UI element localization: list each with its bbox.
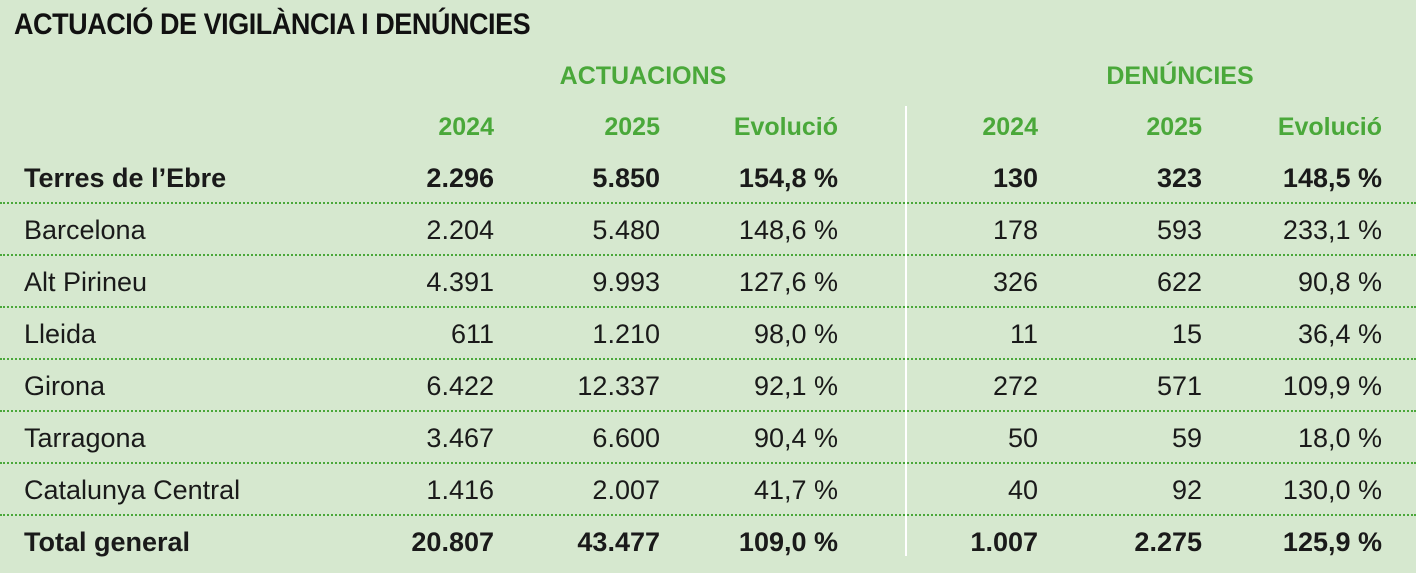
act-2024-value: 1.416 xyxy=(426,475,494,505)
table-row: Alt Pirineu 4.391 9.993 127,6 % 326 622 … xyxy=(0,256,1416,308)
den-2024-value: 178 xyxy=(992,215,1038,245)
act-2024-value: 2.204 xyxy=(426,215,494,245)
table-row: Girona 6.422 12.337 92,1 % 272 571 109,9… xyxy=(0,360,1416,412)
table-row: Lleida 611 1.210 98,0 % 11 15 36,4 % xyxy=(0,308,1416,360)
den-2024-value: 50 xyxy=(1007,423,1038,453)
den-2024-value: 272 xyxy=(992,371,1038,401)
act-2025-value: 2.007 xyxy=(592,475,660,505)
row-name: Alt Pirineu xyxy=(24,267,148,297)
den-2024-value: 130 xyxy=(992,163,1038,193)
col-header-den-2024: 2024 xyxy=(982,113,1038,141)
den-evolucio-value: 148,5 % xyxy=(1282,163,1382,193)
col-header-act-2024: 2024 xyxy=(438,113,494,141)
den-2024-value: 40 xyxy=(1007,475,1038,505)
column-group-divider xyxy=(905,106,907,556)
act-2025-value: 5.850 xyxy=(592,163,660,193)
den-2024-value: 326 xyxy=(992,267,1038,297)
act-evolucio-value: 148,6 % xyxy=(738,215,838,245)
table-title: ACTUACIÓ DE VIGILÀNCIA I DENÚNCIES xyxy=(14,8,531,41)
row-name: Catalunya Central xyxy=(24,475,241,505)
den-2025-value: 622 xyxy=(1156,267,1202,297)
act-2024-value: 2.296 xyxy=(426,163,494,193)
act-2025-value: 43.477 xyxy=(577,527,660,557)
group-header-denuncies: DENÚNCIES xyxy=(1106,62,1254,90)
den-2025-value: 59 xyxy=(1171,423,1202,453)
act-2024-value: 6.422 xyxy=(426,371,494,401)
act-evolucio-value: 98,0 % xyxy=(753,319,838,349)
table-row: Tarragona 3.467 6.600 90,4 % 50 59 18,0 … xyxy=(0,412,1416,464)
row-name: Total general xyxy=(24,527,191,557)
table-row-total: Total general 20.807 43.477 109,0 % 1.00… xyxy=(0,516,1416,568)
den-2025-value: 593 xyxy=(1156,215,1202,245)
den-evolucio-value: 130,0 % xyxy=(1282,475,1382,505)
table-row: Barcelona 2.204 5.480 148,6 % 178 593 23… xyxy=(0,204,1416,256)
den-evolucio-value: 233,1 % xyxy=(1282,215,1382,245)
act-2025-value: 1.210 xyxy=(592,319,660,349)
act-2024-value: 3.467 xyxy=(426,423,494,453)
act-evolucio-value: 127,6 % xyxy=(738,267,838,297)
den-evolucio-value: 90,8 % xyxy=(1297,267,1382,297)
col-header-den-evolucio: Evolució xyxy=(1277,113,1382,141)
act-2024-value: 4.391 xyxy=(426,267,494,297)
den-2025-value: 323 xyxy=(1156,163,1202,193)
col-header-act-2025: 2025 xyxy=(604,113,660,141)
act-2024-value: 20.807 xyxy=(411,527,494,557)
table-body: Terres de l’Ebre 2.296 5.850 154,8 % 130… xyxy=(0,152,1416,568)
row-name: Lleida xyxy=(24,319,97,349)
row-name: Barcelona xyxy=(24,215,146,245)
act-2024-value: 611 xyxy=(450,319,494,349)
table-row-highlight: Terres de l’Ebre 2.296 5.850 154,8 % 130… xyxy=(0,152,1416,204)
row-name: Girona xyxy=(24,371,106,401)
den-evolucio-value: 18,0 % xyxy=(1297,423,1382,453)
den-2025-value: 92 xyxy=(1171,475,1202,505)
table-row: Catalunya Central 1.416 2.007 41,7 % 40 … xyxy=(0,464,1416,516)
den-evolucio-value: 36,4 % xyxy=(1297,319,1382,349)
group-header-actuacions: ACTUACIONS xyxy=(559,62,727,90)
den-2025-value: 15 xyxy=(1171,319,1202,349)
act-2025-value: 12.337 xyxy=(577,371,660,401)
act-evolucio-value: 90,4 % xyxy=(753,423,838,453)
den-evolucio-value: 109,9 % xyxy=(1282,371,1382,401)
act-evolucio-value: 41,7 % xyxy=(753,475,838,505)
row-name: Tarragona xyxy=(24,423,146,453)
act-evolucio-value: 109,0 % xyxy=(738,527,838,557)
act-2025-value: 5.480 xyxy=(592,215,660,245)
col-header-act-evolucio: Evolució xyxy=(733,113,838,141)
den-2025-value: 2.275 xyxy=(1134,527,1202,557)
den-2025-value: 571 xyxy=(1156,371,1202,401)
den-2024-value: 11 xyxy=(1009,319,1038,349)
den-2024-value: 1.007 xyxy=(970,527,1038,557)
act-2025-value: 9.993 xyxy=(592,267,660,297)
col-header-den-2025: 2025 xyxy=(1146,113,1202,141)
act-2025-value: 6.600 xyxy=(592,423,660,453)
act-evolucio-value: 92,1 % xyxy=(753,371,838,401)
den-evolucio-value: 125,9 % xyxy=(1282,527,1382,557)
act-evolucio-value: 154,8 % xyxy=(738,163,838,193)
row-name: Terres de l’Ebre xyxy=(24,163,227,193)
